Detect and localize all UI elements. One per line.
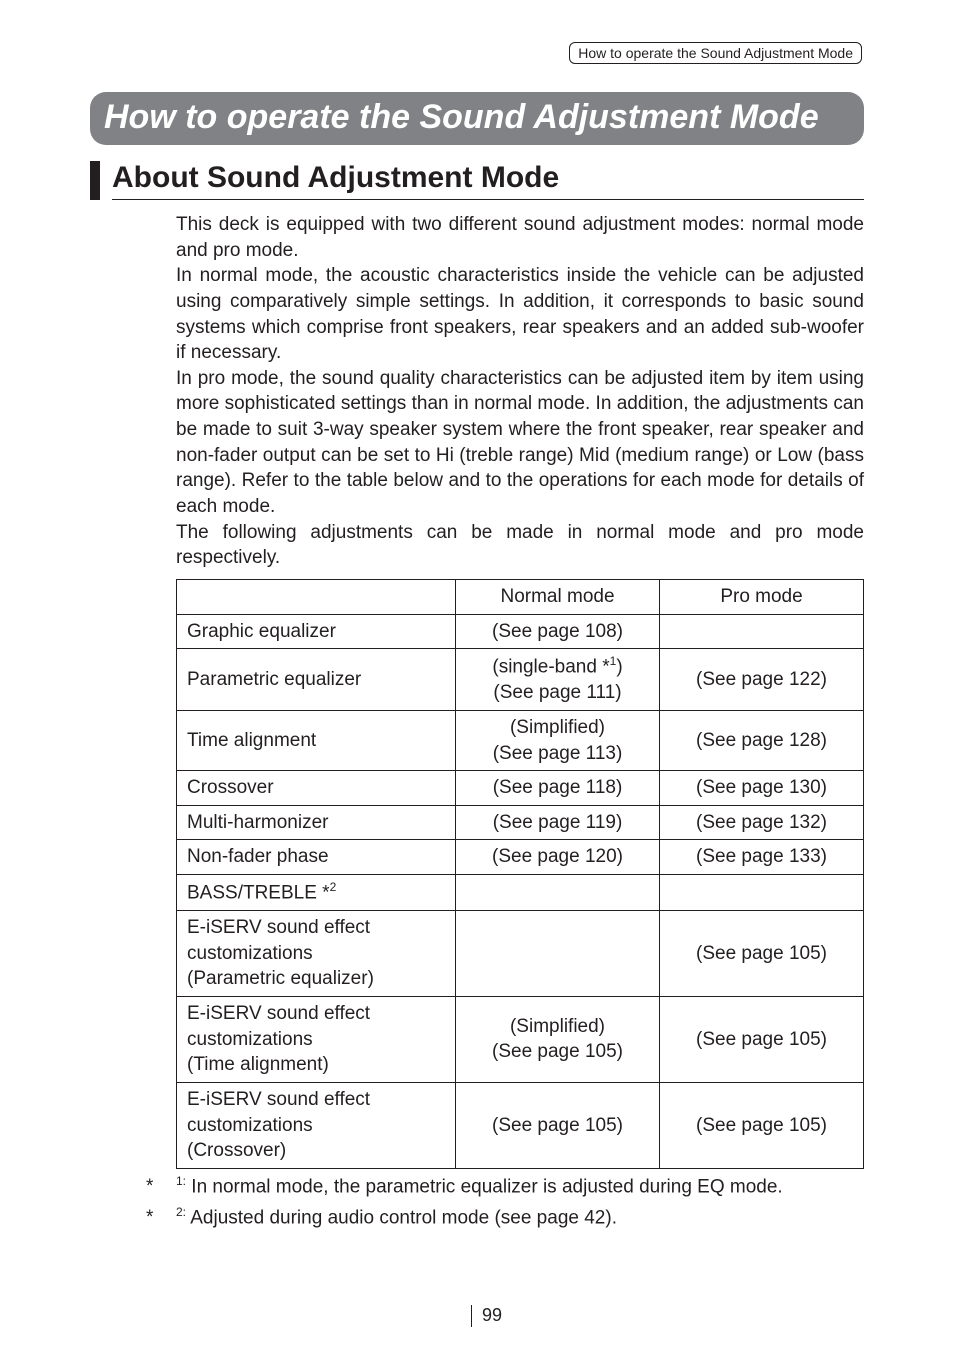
footnote-1: *1: In normal mode, the parametric equal… [176,1173,864,1200]
row-pro [660,875,864,911]
footnote-2-sup: 2: [176,1205,186,1219]
table-row: E-iSERV sound effect customizations (Par… [177,911,864,997]
row-normal: (Simplified) (See page 105) [456,996,660,1082]
row-normal: (See page 105) [456,1082,660,1168]
table-row: Time alignment (Simplified) (See page 11… [177,710,864,770]
section-heading-bar [90,161,100,200]
row-normal-l1a: (single-band * [492,657,609,678]
row-normal-l1: (Simplified) [510,717,605,738]
body-p2: In normal mode, the acoustic characteris… [176,263,864,366]
table-header-normal: Normal mode [456,579,660,614]
body-text: This deck is equipped with two different… [176,212,864,1169]
page-number-value: 99 [482,1305,502,1325]
footnote-2: *2: Adjusted during audio control mode (… [176,1204,864,1231]
row-label-l3: (Crossover) [187,1140,286,1161]
page-number: 99 [471,1305,502,1327]
row-pro: (See page 128) [660,710,864,770]
row-normal: (single-band *1) (See page 111) [456,649,660,711]
table-row: E-iSERV sound effect customizations (Cro… [177,1082,864,1168]
row-normal: (See page 118) [456,771,660,806]
row-normal-l1b: ) [616,657,622,678]
chapter-title-banner: How to operate the Sound Adjustment Mode [90,92,864,145]
row-label-l1: E-iSERV sound effect [187,917,370,938]
table-row: Crossover (See page 118) (See page 130) [177,771,864,806]
row-label-sup: 2 [330,880,337,894]
row-label-l1: E-iSERV sound effect [187,1003,370,1024]
body-p3: In pro mode, the sound quality character… [176,366,864,520]
row-normal [456,875,660,911]
row-normal: (See page 108) [456,614,660,649]
row-label-l1: E-iSERV sound effect [187,1089,370,1110]
table-row: BASS/TREBLE *2 [177,875,864,911]
row-label: Graphic equalizer [177,614,456,649]
row-pro: (See page 132) [660,805,864,840]
row-normal: (See page 120) [456,840,660,875]
row-label-l3: (Time alignment) [187,1054,329,1075]
row-label: E-iSERV sound effect customizations (Par… [177,911,456,997]
body-p1: This deck is equipped with two different… [176,212,864,263]
table-header-blank [177,579,456,614]
row-label-pre: BASS/TREBLE * [187,882,330,903]
row-normal [456,911,660,997]
row-normal-l2: (See page 105) [492,1041,623,1062]
row-label: Time alignment [177,710,456,770]
row-label: Multi-harmonizer [177,805,456,840]
body-p4: The following adjustments can be made in… [176,520,864,571]
row-label-l2: customizations [187,943,313,964]
section-heading: About Sound Adjustment Mode [112,161,864,200]
table-row: Non-fader phase (See page 120) (See page… [177,840,864,875]
chapter-title-text: How to operate the Sound Adjustment Mode [104,98,819,136]
row-pro: (See page 133) [660,840,864,875]
row-label: E-iSERV sound effect customizations (Cro… [177,1082,456,1168]
row-label: E-iSERV sound effect customizations (Tim… [177,996,456,1082]
section-heading-row: About Sound Adjustment Mode [90,161,864,200]
table-header-pro: Pro mode [660,579,864,614]
page: How to operate the Sound Adjustment Mode… [0,0,954,1355]
section-heading-text: About Sound Adjustment Mode [112,161,559,194]
running-header-text: How to operate the Sound Adjustment Mode [578,45,853,61]
row-label-l2: customizations [187,1115,313,1136]
row-label: Crossover [177,771,456,806]
row-pro: (See page 105) [660,996,864,1082]
table-row: E-iSERV sound effect customizations (Tim… [177,996,864,1082]
row-label: Non-fader phase [177,840,456,875]
table-row: Graphic equalizer (See page 108) [177,614,864,649]
row-label: BASS/TREBLE *2 [177,875,456,911]
row-pro: (See page 130) [660,771,864,806]
row-normal: (Simplified) (See page 113) [456,710,660,770]
row-label-l2: customizations [187,1029,313,1050]
footnote-2-text: Adjusted during audio control mode (see … [190,1207,617,1228]
row-pro: (See page 105) [660,911,864,997]
table-row: Multi-harmonizer (See page 119) (See pag… [177,805,864,840]
row-pro [660,614,864,649]
row-label-l3: (Parametric equalizer) [187,968,374,989]
page-number-bar [471,1305,472,1327]
row-normal: (See page 119) [456,805,660,840]
row-pro: (See page 122) [660,649,864,711]
table-header-row: Normal mode Pro mode [177,579,864,614]
row-pro: (See page 105) [660,1082,864,1168]
row-normal-l2: (See page 113) [493,743,623,764]
row-label: Parametric equalizer [177,649,456,711]
row-normal-l2: (See page 111) [493,682,621,703]
footnote-1-sup: 1: [176,1174,186,1188]
footnote-1-text: In normal mode, the parametric equalizer… [191,1176,782,1197]
row-normal-l1: (Simplified) [510,1016,605,1037]
adjustment-table: Normal mode Pro mode Graphic equalizer (… [176,579,864,1169]
running-header: How to operate the Sound Adjustment Mode [569,42,862,64]
table-row: Parametric equalizer (single-band *1) (S… [177,649,864,711]
